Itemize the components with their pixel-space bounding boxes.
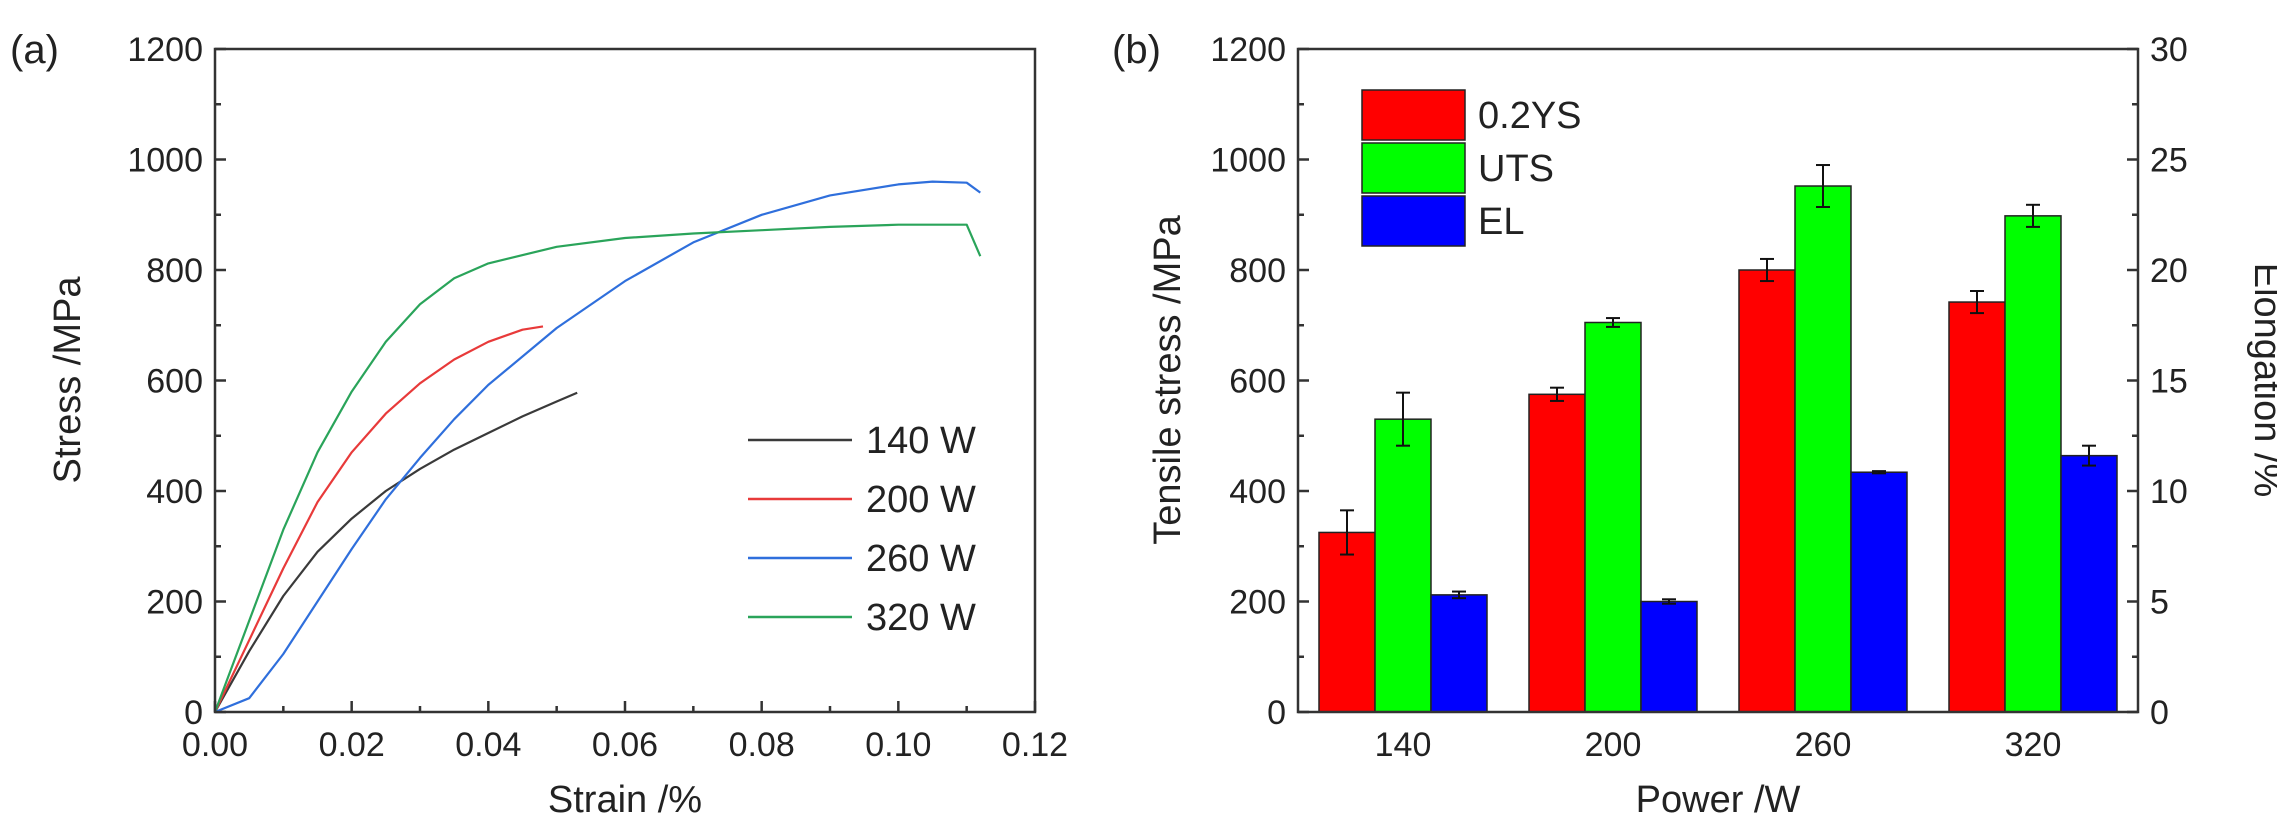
panel-b-plot-frame (1296, 47, 2140, 714)
bar-el-260 (1850, 471, 1908, 713)
panel-b-x-tick-label: 320 (2005, 726, 2062, 764)
error-bar (1970, 289, 1984, 315)
bar-02ys-140 (1318, 531, 1376, 713)
error-bar (1760, 257, 1774, 283)
legend-swatch (1361, 142, 1466, 194)
panel-b-bars (1318, 164, 2118, 713)
series-line-140-w (214, 391, 578, 713)
error-bar (2082, 444, 2096, 467)
legend-label: 0.2YS (1478, 95, 1582, 137)
panel-b-x-tick-label: 260 (1795, 726, 1852, 764)
error-bar (1396, 391, 1410, 447)
panel-a-y-axis-label: Stress /MPa (47, 276, 89, 484)
error-bar (1340, 509, 1354, 556)
panel-b-axes: 0 200 400 600 800 1000 1200 0 5 10 15 20 25 30 140 200 2… (1210, 31, 2187, 764)
panel-a-plot-frame (213, 47, 1037, 714)
panel-b-y2-tick-label: 10 (2150, 473, 2188, 511)
panel-b-y2-tick-label: 30 (2150, 31, 2188, 69)
bar-el-200 (1640, 600, 1698, 713)
panel-a-y-tick-label: 800 (146, 252, 203, 290)
panel-a-series-lines (213, 180, 982, 714)
panel-a-y-tick-label: 1200 (127, 31, 203, 69)
panel-a-x-axis-label: Strain /% (548, 779, 702, 821)
panel-a-x-tick-label: 0.06 (592, 726, 658, 764)
panel-b-y-tick-label: 600 (1229, 363, 1286, 401)
panel-b-x-tick-label: 200 (1585, 726, 1642, 764)
legend-label: 260 W (866, 538, 976, 580)
bar-el-320 (2060, 454, 2118, 713)
bar-uts-140 (1374, 418, 1432, 713)
error-bar (1662, 598, 1676, 605)
panel-a-x-tick-label: 0.04 (455, 726, 521, 764)
panel-a-y-tick-label: 400 (146, 473, 203, 511)
error-bar (1452, 590, 1466, 600)
panel-a-x-tick-label: 0.00 (182, 726, 248, 764)
panel-a-y-tick-label: 0 (184, 694, 203, 732)
error-bar (2026, 203, 2040, 228)
panel-b-legend: 0.2YS UTS EL (1361, 89, 1582, 247)
panel-b-y2-tick-label: 20 (2150, 252, 2188, 290)
error-bar (1606, 317, 1620, 328)
panel-a-x-tick-label: 0.12 (1002, 726, 1068, 764)
series-line-260-w (214, 180, 981, 714)
series-line-320-w (213, 223, 982, 713)
bar-02ys-260 (1738, 269, 1796, 713)
legend-label: UTS (1478, 148, 1554, 190)
panel-a-y-tick-label: 200 (146, 584, 203, 622)
bar-el-140 (1430, 594, 1488, 713)
panel-b-y-tick-label: 0 (1267, 694, 1286, 732)
panel-b-label: (b) (1112, 28, 1161, 72)
bar-uts-320 (2004, 215, 2062, 713)
legend-label: 200 W (866, 479, 976, 521)
error-bar (1816, 164, 1830, 209)
bar-02ys-200 (1528, 393, 1586, 713)
series-line-200-w (214, 325, 544, 713)
panel-a-label: (a) (10, 28, 59, 72)
panel-b-y-axis-label: Tensile stress /MPa (1147, 214, 1189, 544)
panel-b-x-axis-label: Power /W (1636, 779, 1801, 821)
panel-b-y2-tick-label: 15 (2150, 363, 2188, 401)
panel-b-y-tick-label: 800 (1229, 252, 1286, 290)
panel-a-x-tick-label: 0.02 (319, 726, 385, 764)
panel-a-y-tick-label: 1000 (127, 142, 203, 180)
panel-a-x-tick-label: 0.08 (729, 726, 795, 764)
panel-b-x-tick-label: 140 (1375, 726, 1432, 764)
stress-strain-chart: (a) 0.00 0.02 0.04 0.06 0.08 0.10 0.12 0 200 400 6… (10, 28, 1068, 821)
error-bar (1550, 386, 1564, 402)
panel-b-y-tick-label: 1000 (1210, 142, 1286, 180)
panel-a-axes: 0.00 0.02 0.04 0.06 0.08 0.10 0.12 0 200 400 600 80… (127, 31, 1068, 764)
panel-a-legend: 140 W 200 W 260 W 320 W (748, 420, 976, 639)
legend-label: EL (1478, 201, 1524, 243)
panel-a-y-tick-label: 600 (146, 363, 203, 401)
legend-swatch (1361, 195, 1466, 247)
panel-b-y-tick-label: 400 (1229, 473, 1286, 511)
error-bar (1872, 470, 1886, 475)
panel-b-y2-axis-label: Elongation /% (2246, 263, 2277, 498)
panel-a-x-tick-label: 0.10 (865, 726, 931, 764)
legend-label: 140 W (866, 420, 976, 462)
mechanical-properties-bar-chart: (b) 0 200 400 600 800 1000 1200 0 5 10 15 20 25 30 140… (1112, 28, 2277, 821)
panel-b-y-tick-label: 1200 (1210, 31, 1286, 69)
legend-label: 320 W (866, 597, 976, 639)
bar-02ys-320 (1948, 301, 2006, 713)
legend-swatch (1361, 89, 1466, 141)
panel-b-y2-tick-label: 25 (2150, 142, 2188, 180)
panel-b-y-tick-label: 200 (1229, 584, 1286, 622)
bar-uts-200 (1584, 321, 1642, 713)
panel-b-y2-tick-label: 0 (2150, 694, 2169, 732)
panel-b-y2-tick-label: 5 (2150, 584, 2169, 622)
bar-uts-260 (1794, 185, 1852, 713)
